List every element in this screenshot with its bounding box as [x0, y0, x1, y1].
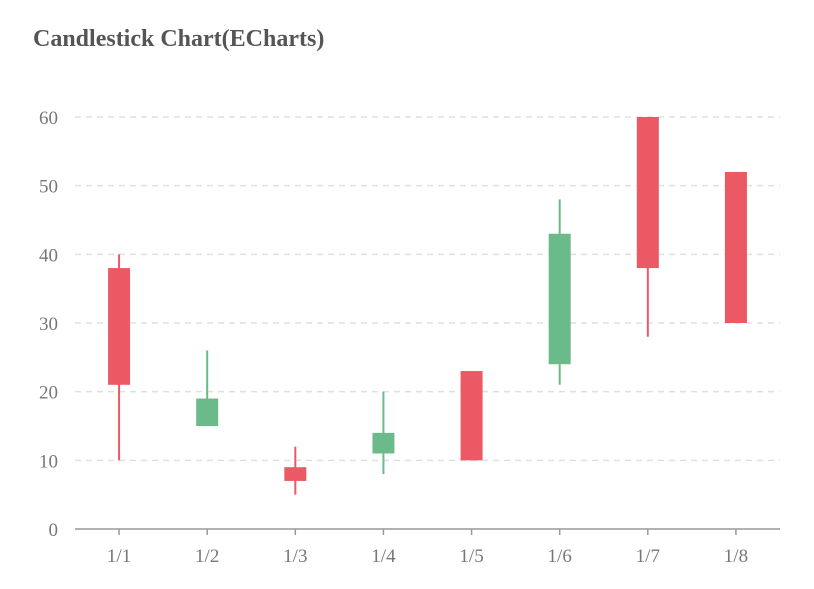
- x-tick-label: 1/1: [107, 546, 131, 567]
- x-tick-label: 1/7: [636, 546, 660, 567]
- candle-body: [460, 371, 483, 461]
- x-tick-label: 1/6: [548, 546, 572, 567]
- candle-body: [284, 467, 307, 481]
- candle-body: [548, 233, 571, 365]
- chart-title: Candlestick Chart(ECharts): [33, 26, 325, 52]
- y-tick-label: 0: [49, 520, 59, 541]
- x-tick-label: 1/3: [283, 546, 307, 567]
- candle-body: [196, 398, 219, 426]
- y-tick-label: 40: [39, 245, 58, 266]
- candle-body: [724, 171, 747, 323]
- x-tick-label: 1/5: [459, 546, 483, 567]
- y-tick-label: 10: [39, 451, 58, 472]
- candle-body: [108, 268, 131, 385]
- x-tick-label: 1/2: [195, 546, 219, 567]
- x-tick-label: 1/8: [724, 546, 748, 567]
- x-tick-label: 1/4: [371, 546, 396, 567]
- candle-body: [636, 117, 659, 269]
- y-tick-label: 60: [39, 108, 58, 129]
- candle-body: [372, 432, 395, 454]
- y-tick-label: 30: [39, 314, 58, 335]
- y-tick-label: 50: [39, 177, 58, 198]
- y-tick-label: 20: [39, 383, 58, 404]
